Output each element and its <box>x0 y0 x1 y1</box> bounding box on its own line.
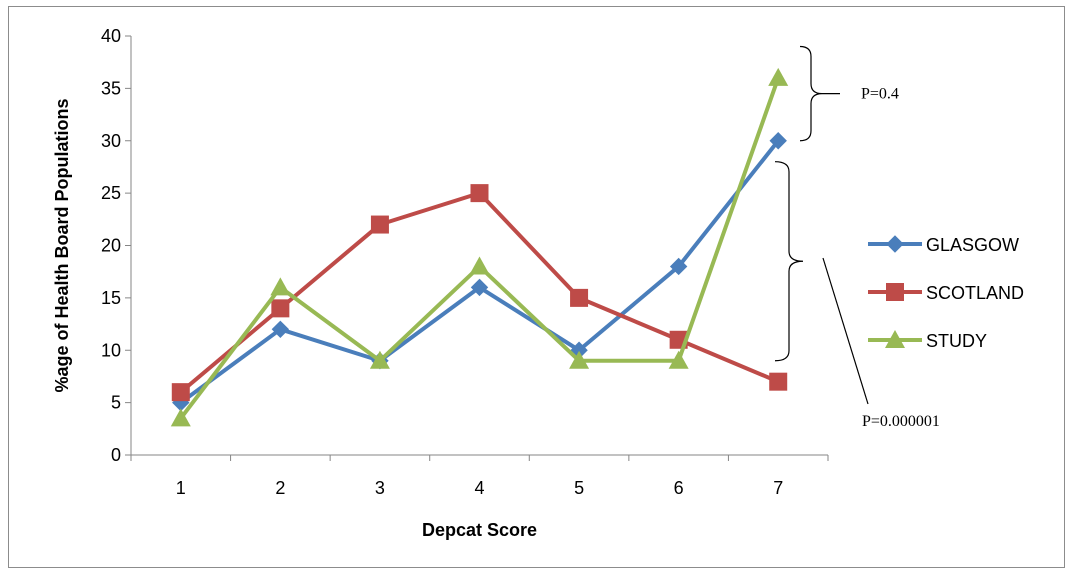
y-tick-label: 20 <box>101 236 121 256</box>
x-axis-title: Depcat Score <box>422 520 537 540</box>
y-tick-label: 5 <box>111 393 121 413</box>
legend-label: GLASGOW <box>926 235 1019 255</box>
legend-swatch-marker <box>886 283 904 301</box>
x-tick-label: 6 <box>674 478 684 498</box>
brace-top <box>799 45 823 142</box>
data-point-study <box>170 408 191 427</box>
data-point-scotland <box>570 288 589 307</box>
data-point-scotland <box>470 184 489 203</box>
data-point-study <box>369 350 390 369</box>
data-point-scotland <box>271 299 290 318</box>
y-tick-label: 40 <box>101 26 121 46</box>
y-axis-title: %age of Health Board Populations <box>52 98 72 392</box>
data-point-scotland <box>769 372 788 391</box>
axes <box>130 36 828 456</box>
x-tick-label: 2 <box>275 478 285 498</box>
x-tick-label: 1 <box>176 478 186 498</box>
data-point-study <box>270 277 291 296</box>
data-point-study <box>569 350 590 369</box>
y-tick-label: 30 <box>101 131 121 151</box>
legend-item-study: STUDY <box>868 330 987 351</box>
series-layer <box>170 67 789 427</box>
data-point-scotland <box>171 383 190 402</box>
series-line-study <box>179 77 781 420</box>
annotation-connector <box>822 257 869 405</box>
x-axis-ticks: 1 2 3 4 5 6 7 <box>130 455 829 498</box>
series-study <box>170 67 789 427</box>
p-value-label-top: P=0.4 <box>861 86 899 103</box>
legend-item-glasgow: GLASGOW <box>868 235 1019 255</box>
data-point-glasgow <box>769 132 787 150</box>
data-point-scotland <box>370 215 389 234</box>
data-point-glasgow <box>271 320 290 339</box>
annotations: P=0.4 P=0.000001 <box>774 45 940 430</box>
y-tick-label: 0 <box>111 445 121 465</box>
y-axis-ticks: 0 5 10 15 20 25 30 35 40 <box>101 26 131 465</box>
data-point-glasgow <box>669 257 688 276</box>
y-tick-label: 35 <box>101 78 121 98</box>
y-tick-label: 25 <box>101 183 121 203</box>
data-point-glasgow <box>470 278 489 297</box>
legend-swatch-marker <box>885 330 905 348</box>
legend-swatch-marker <box>886 235 904 253</box>
x-tick-label: 5 <box>574 478 584 498</box>
data-point-study <box>768 67 789 86</box>
x-tick-label: 4 <box>474 478 484 498</box>
y-tick-label: 10 <box>101 340 121 360</box>
legend-label: STUDY <box>926 331 987 351</box>
series-scotland <box>171 184 788 402</box>
data-point-study <box>668 350 689 369</box>
legend-label: SCOTLAND <box>926 283 1024 303</box>
data-point-study <box>469 256 490 275</box>
legend-item-scotland: SCOTLAND <box>868 283 1024 303</box>
legend: GLASGOW SCOTLAND STUDY <box>868 235 1024 351</box>
y-tick-label: 15 <box>101 288 121 308</box>
x-tick-label: 3 <box>375 478 385 498</box>
p-value-label-bottom: P=0.000001 <box>862 413 940 430</box>
annotation-p-bottom: P=0.000001 <box>774 161 940 430</box>
x-tick-label: 7 <box>773 478 783 498</box>
brace-bottom <box>774 161 804 362</box>
annotation-p-top: P=0.4 <box>799 45 899 142</box>
